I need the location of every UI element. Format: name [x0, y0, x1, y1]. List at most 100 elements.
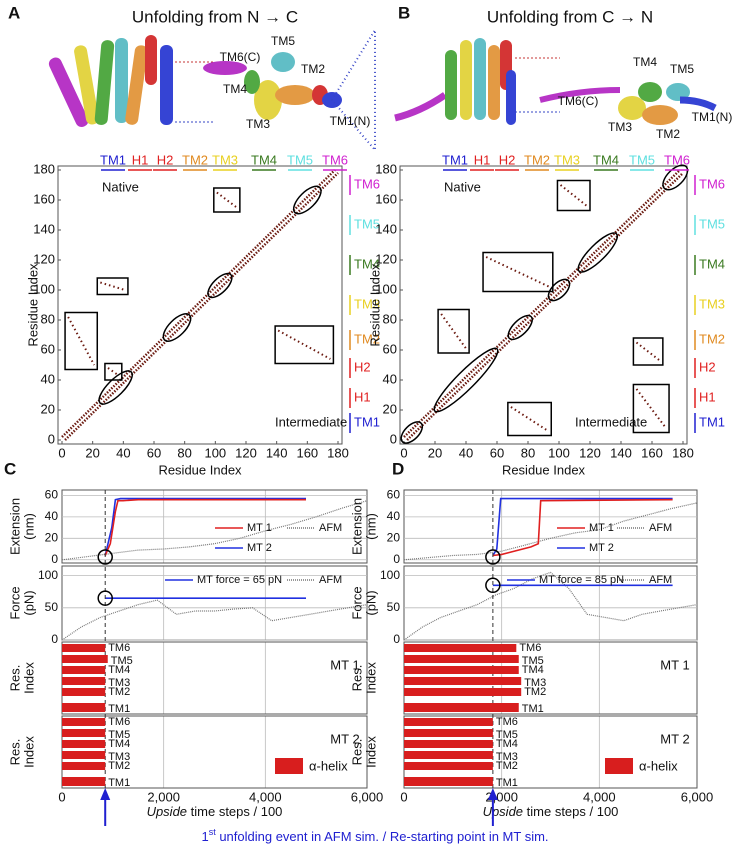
helix-label-side: H1: [354, 389, 371, 404]
panel-label: A: [8, 3, 20, 22]
y-tick-label: 40: [45, 509, 59, 523]
helix-label-side: TM3: [699, 296, 725, 311]
y-axis-title: Residue Index: [367, 263, 382, 347]
helix-label-side: H1: [699, 389, 716, 404]
y-tick-label: 0: [390, 431, 397, 446]
intermediate-label: Intermediate: [275, 414, 347, 429]
helix-band: [62, 666, 106, 674]
structure-label: TM1(N): [330, 114, 371, 128]
x-tick-label: 4,000: [583, 789, 616, 804]
y-tick-label: 120: [33, 251, 55, 266]
tm-label: TM1: [496, 777, 518, 789]
footnote-arrowhead: [487, 788, 498, 800]
diagonal-contacts: [64, 172, 339, 441]
helix-label-top: TM6: [664, 152, 690, 167]
structure-label: TM3: [246, 117, 270, 131]
unfold-circle: [97, 549, 113, 565]
panel-title: Unfolding from N → C: [132, 7, 298, 26]
y-tick-label: 80: [41, 311, 55, 326]
x-tick-label: 120: [235, 445, 257, 460]
y-axis-title: Res.: [7, 665, 22, 692]
x-tick-label: 0: [400, 445, 407, 460]
footnote: 1st unfolding event in AFM sim. / Re-sta…: [201, 827, 548, 844]
y-axis-title: Index: [363, 736, 378, 768]
structure-label: TM5: [271, 34, 295, 48]
tm-label: TM1: [108, 777, 130, 789]
y-axis-title: (pN): [21, 590, 36, 615]
tm-label: TM2: [108, 760, 130, 772]
helix-label-side: TM4: [699, 256, 725, 271]
helix-band: [404, 740, 493, 748]
helix-band: [404, 751, 493, 759]
mt-label: MT 2: [330, 731, 359, 746]
helix-band: [404, 729, 493, 737]
y-axis-title: Extension: [7, 498, 22, 555]
contact-box: [556, 179, 591, 212]
unfolded-region: [162, 313, 192, 342]
y-tick-label: 60: [41, 341, 55, 356]
legend-label: MT 1: [589, 522, 614, 534]
helix-label-side: H2: [699, 359, 716, 374]
unfolded-region: [207, 272, 233, 299]
tm-label: TM6: [108, 642, 130, 654]
x-tick-label: 0: [400, 789, 407, 804]
tm-label: TM5: [111, 655, 133, 667]
helix-band: [62, 677, 106, 685]
helix-label-top: TM4: [593, 152, 619, 167]
x-tick-label: 6,000: [681, 789, 714, 804]
trace: [61, 599, 368, 641]
x-axis-title-rest: time steps / 100: [187, 804, 282, 819]
tm-label: TM1: [108, 703, 130, 715]
x-tick-label: 100: [204, 445, 226, 460]
tm-label: TM1: [522, 703, 544, 715]
trace: [61, 500, 368, 561]
contact-cluster: [559, 184, 588, 207]
x-tick-label: 160: [296, 445, 318, 460]
legend-label: MT 2: [589, 542, 614, 554]
helix-band: [62, 751, 106, 759]
structure-label: TM6(C): [220, 50, 261, 64]
helix-label-top: TM4: [251, 152, 277, 167]
y-tick-label: 160: [375, 191, 397, 206]
y-tick-label: 40: [41, 371, 55, 386]
tm-label: TM5: [496, 729, 518, 741]
unfold-circle: [97, 590, 113, 606]
native-label: Native: [444, 179, 481, 194]
footnote-num: 1: [201, 829, 208, 844]
helix-label-top: TM3: [212, 152, 238, 167]
structure-label: TM4: [633, 55, 657, 69]
y-axis-title: Index: [21, 662, 36, 694]
y-tick-label: 180: [375, 161, 397, 176]
y-axis-title: (pN): [363, 590, 378, 615]
structure-b-bundle: [394, 38, 560, 125]
legend-label: MT 2: [247, 542, 272, 554]
plot-frame: [61, 489, 368, 564]
y-tick-label: 20: [45, 530, 59, 544]
unfolded-region: [98, 370, 133, 405]
native-label: Native: [102, 179, 139, 194]
y-tick-label: 80: [383, 311, 397, 326]
structure-label: TM6(C): [558, 94, 599, 108]
unfold-circle: [485, 549, 501, 565]
unfolded-region: [507, 314, 533, 341]
x-tick-label: 0: [58, 789, 65, 804]
helix-band: [62, 729, 106, 737]
helix-band: [62, 718, 106, 726]
y-axis-title: Index: [363, 662, 378, 694]
y-tick-label: 20: [387, 530, 401, 544]
x-tick-label: 160: [641, 445, 663, 460]
panel-label: B: [398, 3, 410, 22]
helix-label-top: TM5: [629, 152, 655, 167]
legend-label: MT force = 65 pN: [197, 574, 282, 586]
y-tick-label: 60: [383, 341, 397, 356]
contact-box: [104, 362, 123, 381]
contact-box: [96, 277, 129, 296]
y-axis-title: Force: [7, 586, 22, 619]
y-tick-label: 100: [38, 568, 58, 582]
x-tick-label: 140: [266, 445, 288, 460]
tm-label: TM6: [108, 716, 130, 728]
tm-label: TM4: [108, 664, 130, 676]
y-axis-title: (nm): [363, 513, 378, 540]
trace: [104, 498, 306, 556]
